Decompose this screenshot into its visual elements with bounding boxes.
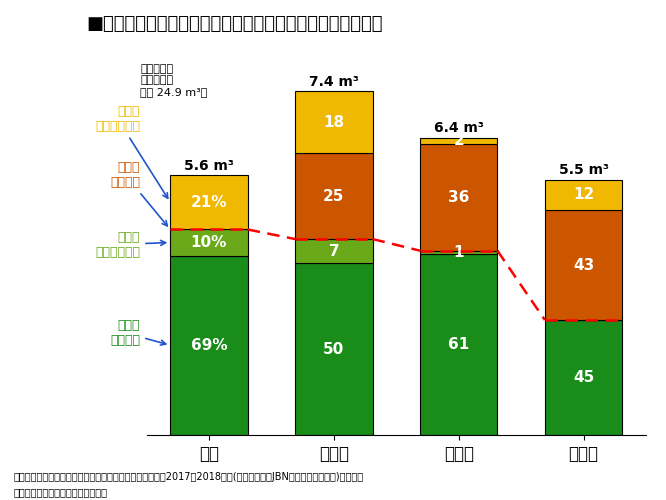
Bar (170, 230, 248, 256)
Text: 21%: 21% (190, 194, 227, 210)
Bar (545, 180, 622, 210)
Text: 2: 2 (454, 133, 464, 148)
Text: 1: 1 (454, 244, 464, 260)
Text: 43: 43 (573, 258, 594, 272)
Text: 5.6 m³: 5.6 m³ (184, 158, 234, 172)
Text: 輸入材
（製材）: 輸入材 （製材） (111, 161, 167, 226)
Text: 36: 36 (448, 190, 470, 204)
Text: 国産材
（製材）: 国産材 （製材） (111, 319, 166, 347)
Text: 69%: 69% (190, 338, 227, 353)
Text: 5.5 m³: 5.5 m³ (559, 163, 609, 177)
Text: 7.4 m³: 7.4 m³ (309, 75, 359, 89)
Bar (420, 250, 498, 254)
Bar (295, 239, 372, 263)
Text: 資料：「木造住宅における木材の使用状況に関する調査（2017・2018）」(一般社団法人JBN・全国工務店協会)より試算: 資料：「木造住宅における木材の使用状況に関する調査（2017・2018）」(一般… (13, 472, 364, 482)
Bar (420, 138, 498, 143)
Bar (420, 254, 498, 435)
Bar (295, 92, 372, 153)
Text: 輸入材
（集成材等）: 輸入材 （集成材等） (95, 105, 168, 198)
Bar (295, 153, 372, 239)
Text: 10%: 10% (190, 235, 227, 250)
Text: 18: 18 (323, 114, 344, 130)
Text: 一戸あたり
平均使用量
（計 24.9 m³）: 一戸あたり 平均使用量 （計 24.9 m³） (141, 64, 208, 97)
Text: 6.4 m³: 6.4 m³ (434, 122, 484, 136)
Text: ■　工務店による木造住宅一戸あたりの部材別木材使用割合: ■ 工務店による木造住宅一戸あたりの部材別木材使用割合 (87, 15, 383, 33)
Text: 25: 25 (323, 188, 344, 204)
Text: 7: 7 (328, 244, 339, 258)
Bar (545, 320, 622, 435)
Bar (420, 144, 498, 250)
Text: 45: 45 (573, 370, 594, 385)
Bar (295, 263, 372, 435)
Text: 50: 50 (323, 342, 344, 356)
Bar (170, 175, 248, 230)
Text: 国産材
（集成材等）: 国産材 （集成材等） (95, 230, 166, 258)
Bar (545, 210, 622, 320)
Text: 注：構造用合板は計上していない。: 注：構造用合板は計上していない。 (13, 487, 107, 497)
Text: 61: 61 (448, 337, 470, 352)
Text: 12: 12 (573, 188, 594, 202)
Bar (170, 256, 248, 435)
